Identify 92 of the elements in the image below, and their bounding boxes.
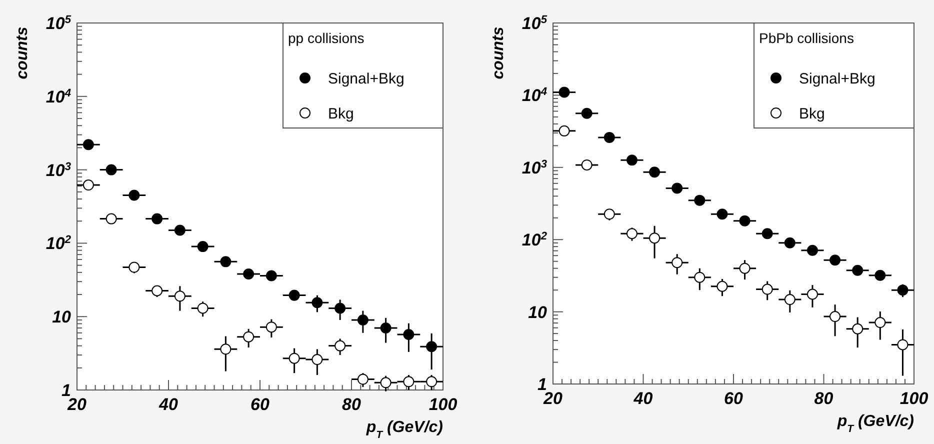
y-tick-label: 10$^{3}$ (46, 160, 72, 180)
x-tick-label: 40 (158, 395, 178, 414)
x-tick-label: 40 (632, 389, 654, 408)
x-tick-label: 80 (814, 389, 834, 408)
x-tick-label: 60 (250, 395, 270, 414)
point (694, 194, 706, 206)
point (649, 232, 660, 244)
point (380, 322, 392, 334)
y-axis-title: counts (14, 26, 31, 80)
x-tick-label: 80 (342, 395, 362, 414)
point (403, 329, 414, 340)
point (762, 284, 773, 295)
point (852, 323, 864, 334)
point (174, 224, 186, 236)
point (243, 331, 254, 342)
y-tick-label: 10$^{4}$ (522, 86, 547, 106)
point (312, 297, 323, 308)
point (716, 208, 728, 220)
y-tick-label: 10$^{5}$ (522, 14, 548, 33)
point (874, 270, 886, 281)
point (197, 302, 208, 314)
point (266, 270, 277, 282)
point (288, 352, 300, 364)
x-axis-title: p$_{T}$ (GeV/c) (836, 413, 914, 434)
point (334, 302, 346, 314)
point (897, 284, 908, 296)
point (716, 280, 728, 292)
y-tick-label: 10 (52, 308, 72, 327)
point (874, 317, 886, 328)
point (626, 154, 638, 166)
point (380, 377, 392, 388)
point (649, 166, 660, 178)
x-tick-label: 100 (428, 395, 458, 414)
point (806, 244, 818, 256)
point (558, 86, 570, 98)
legend-title: pp collisions (288, 30, 364, 46)
point (784, 294, 796, 306)
point (739, 215, 750, 226)
y-tick-label: 10$^{2}$ (522, 230, 548, 250)
point (581, 108, 592, 119)
point (806, 288, 818, 300)
point (672, 182, 683, 194)
point (174, 290, 186, 302)
point (334, 340, 346, 352)
point (106, 213, 117, 224)
point (426, 376, 438, 388)
x-axis-title: p$_{T}$ (GeV/c) (365, 419, 443, 440)
y-tick-label: 10$^{2}$ (46, 234, 72, 254)
legend-title: PbPb collisions (759, 30, 854, 46)
point (897, 339, 908, 350)
point (739, 262, 750, 274)
point (288, 290, 300, 301)
point (152, 213, 163, 224)
point (357, 374, 368, 385)
point (152, 285, 163, 296)
point (604, 132, 615, 143)
point (852, 264, 864, 276)
point (581, 159, 592, 170)
point (558, 125, 570, 136)
point (626, 228, 638, 240)
point (784, 237, 796, 248)
y-axis-title: counts (490, 26, 507, 80)
point (266, 322, 277, 333)
point (82, 180, 94, 191)
point (426, 341, 438, 352)
legend-label: Signal+Bkg (328, 70, 404, 88)
point (830, 254, 841, 266)
point (106, 164, 117, 176)
y-tick-label: 10$^{3}$ (522, 158, 548, 178)
point (672, 257, 683, 268)
y-tick-label: 10 (528, 302, 548, 322)
point (220, 256, 232, 268)
point (82, 139, 94, 150)
point (357, 314, 368, 326)
point (694, 272, 706, 283)
x-tick-label: 60 (724, 389, 744, 408)
point (128, 190, 140, 201)
legend-label: Bkg (799, 105, 825, 122)
point (403, 376, 414, 388)
legend-label: Signal+Bkg (799, 70, 876, 88)
x-tick-label: 100 (900, 389, 929, 408)
point (830, 311, 841, 322)
point (128, 262, 140, 273)
point (197, 241, 208, 252)
point (243, 268, 254, 280)
point (220, 344, 232, 355)
point (312, 354, 323, 366)
y-tick-label: 10$^{5}$ (46, 14, 72, 33)
y-tick-label: 10$^{4}$ (46, 87, 71, 106)
legend-label: Bkg (328, 105, 354, 122)
point (604, 208, 615, 220)
point (762, 228, 773, 240)
